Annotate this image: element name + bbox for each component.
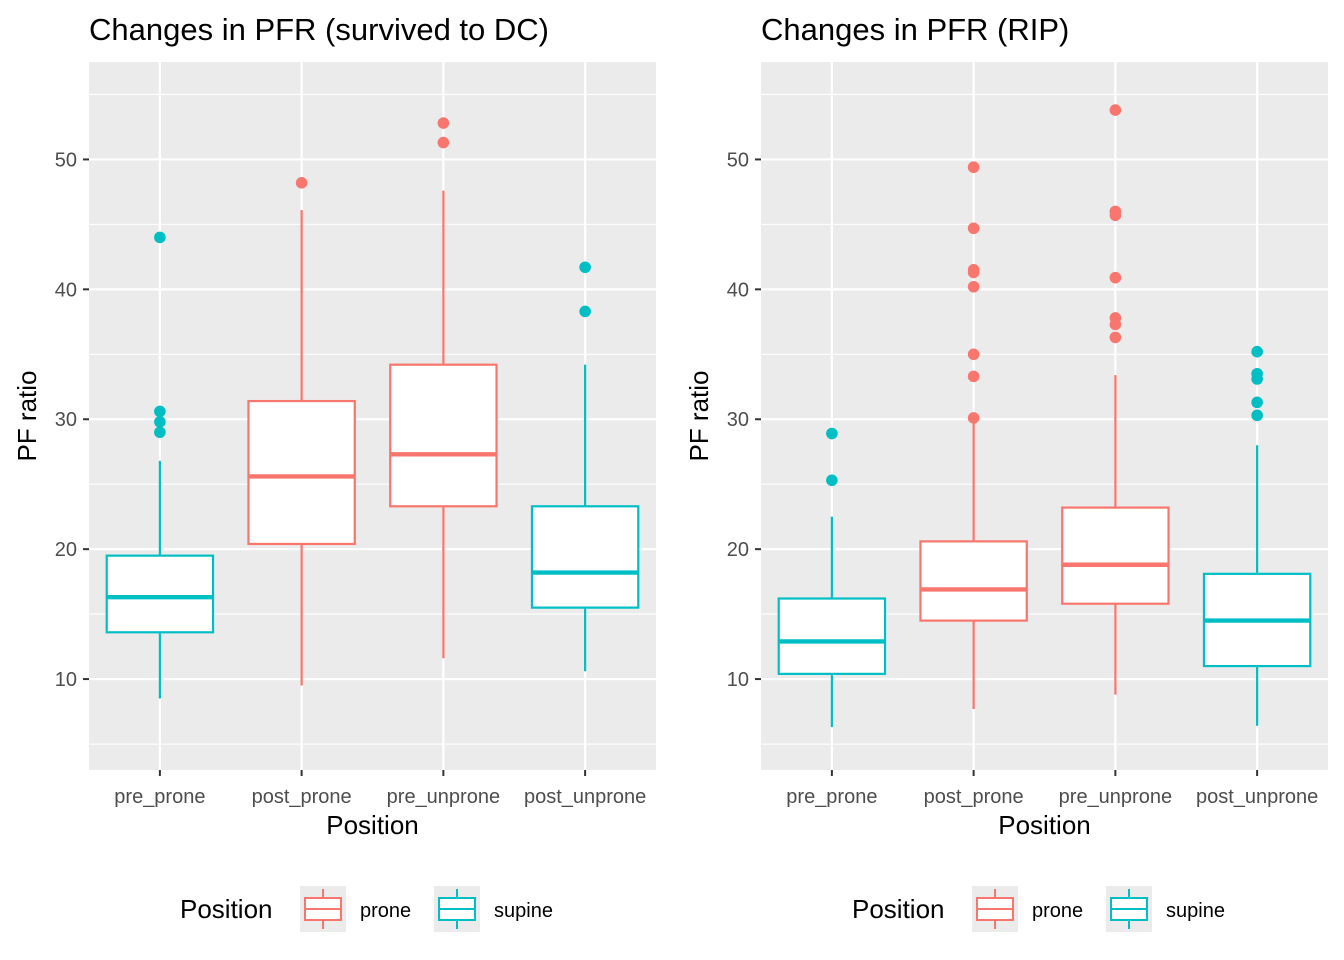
y-axis-title: PF ratio: [12, 370, 42, 461]
x-tick-label: post_prone: [924, 786, 1024, 808]
box-iqr: [919, 540, 1028, 622]
box-iqr: [1061, 506, 1170, 605]
y-tick-label: 10: [727, 669, 749, 691]
outlier-point: [579, 261, 591, 274]
outlier-point: [967, 161, 980, 174]
y-tick-label: 40: [727, 279, 749, 301]
legend-title: Position: [852, 894, 945, 924]
plot-panel: [89, 62, 656, 770]
chart-title: Changes in PFR (survived to DC): [89, 12, 549, 47]
legend-label-prone: prone: [360, 900, 411, 922]
box-post_prone: [247, 177, 356, 686]
x-tick-label: pre_prone: [114, 786, 205, 808]
chart-panel-survived: Changes in PFR (survived to DC) 10 20 30 40 5…: [12, 12, 656, 932]
y-tick-label: 30: [727, 409, 749, 431]
outlier-point: [967, 280, 980, 293]
box-iqr: [530, 505, 640, 609]
outlier-point: [967, 412, 980, 424]
outlier-point: [154, 231, 166, 244]
y-tick-label: 20: [55, 539, 77, 561]
x-axis-title: Position: [998, 810, 1091, 840]
box-post_unprone: [530, 261, 640, 672]
box-iqr: [777, 597, 887, 675]
y-tick-label: 50: [727, 149, 749, 171]
legend-label-supine: supine: [1166, 900, 1225, 922]
outlier-point: [1109, 104, 1122, 116]
outlier-point: [967, 370, 980, 383]
y-tick-label: 50: [55, 149, 77, 171]
outlier-point: [1251, 409, 1263, 422]
outlier-point: [826, 427, 838, 440]
x-axis-title: Position: [326, 810, 419, 840]
outlier-point: [437, 117, 450, 129]
y-tick-label: 20: [727, 539, 749, 561]
box-pre_prone: [105, 231, 215, 699]
box-iqr: [247, 399, 356, 546]
y-tick-label: 30: [55, 409, 77, 431]
x-tick-label: pre_prone: [786, 786, 877, 808]
outlier-point: [579, 305, 591, 318]
outlier-point: [154, 405, 166, 418]
outlier-point: [967, 348, 980, 361]
box-pre_unprone: [389, 117, 498, 659]
outlier-point: [1251, 373, 1263, 385]
x-tick-label: post_unprone: [524, 786, 646, 808]
outlier-point: [1251, 345, 1263, 358]
outlier-point: [437, 136, 450, 149]
box-iqr: [389, 363, 498, 508]
outlier-point: [1109, 318, 1122, 331]
y-tick-label: 40: [55, 279, 77, 301]
legend-title: Position: [180, 894, 273, 924]
outlier-point: [1109, 331, 1122, 344]
box-post_prone: [919, 161, 1028, 709]
outlier-point: [154, 416, 166, 428]
x-tick-label: pre_unprone: [387, 786, 500, 808]
outlier-point: [967, 266, 980, 279]
chart-title: Changes in PFR (RIP): [761, 12, 1069, 47]
x-tick-label: pre_unprone: [1059, 786, 1172, 808]
outlier-point: [1109, 271, 1122, 284]
y-axis-title: PF ratio: [684, 370, 714, 461]
legend-label-prone: prone: [1032, 900, 1083, 922]
outlier-point: [295, 177, 308, 189]
x-tick-label: post_unprone: [1196, 786, 1318, 808]
x-tick-label: post_prone: [252, 786, 352, 808]
legend: Position prone supine: [180, 886, 553, 932]
legend: Position prone supine: [852, 886, 1225, 932]
outlier-point: [1251, 396, 1263, 409]
outlier-point: [154, 426, 166, 439]
box-post_unprone: [1202, 345, 1312, 726]
box-pre_unprone: [1061, 104, 1170, 695]
box-iqr: [105, 554, 215, 634]
outlier-point: [967, 222, 980, 235]
outlier-point: [826, 474, 838, 487]
y-tick-label: 10: [55, 669, 77, 691]
legend-label-supine: supine: [494, 900, 553, 922]
box-pre_prone: [777, 427, 887, 728]
outlier-point: [1109, 209, 1122, 222]
